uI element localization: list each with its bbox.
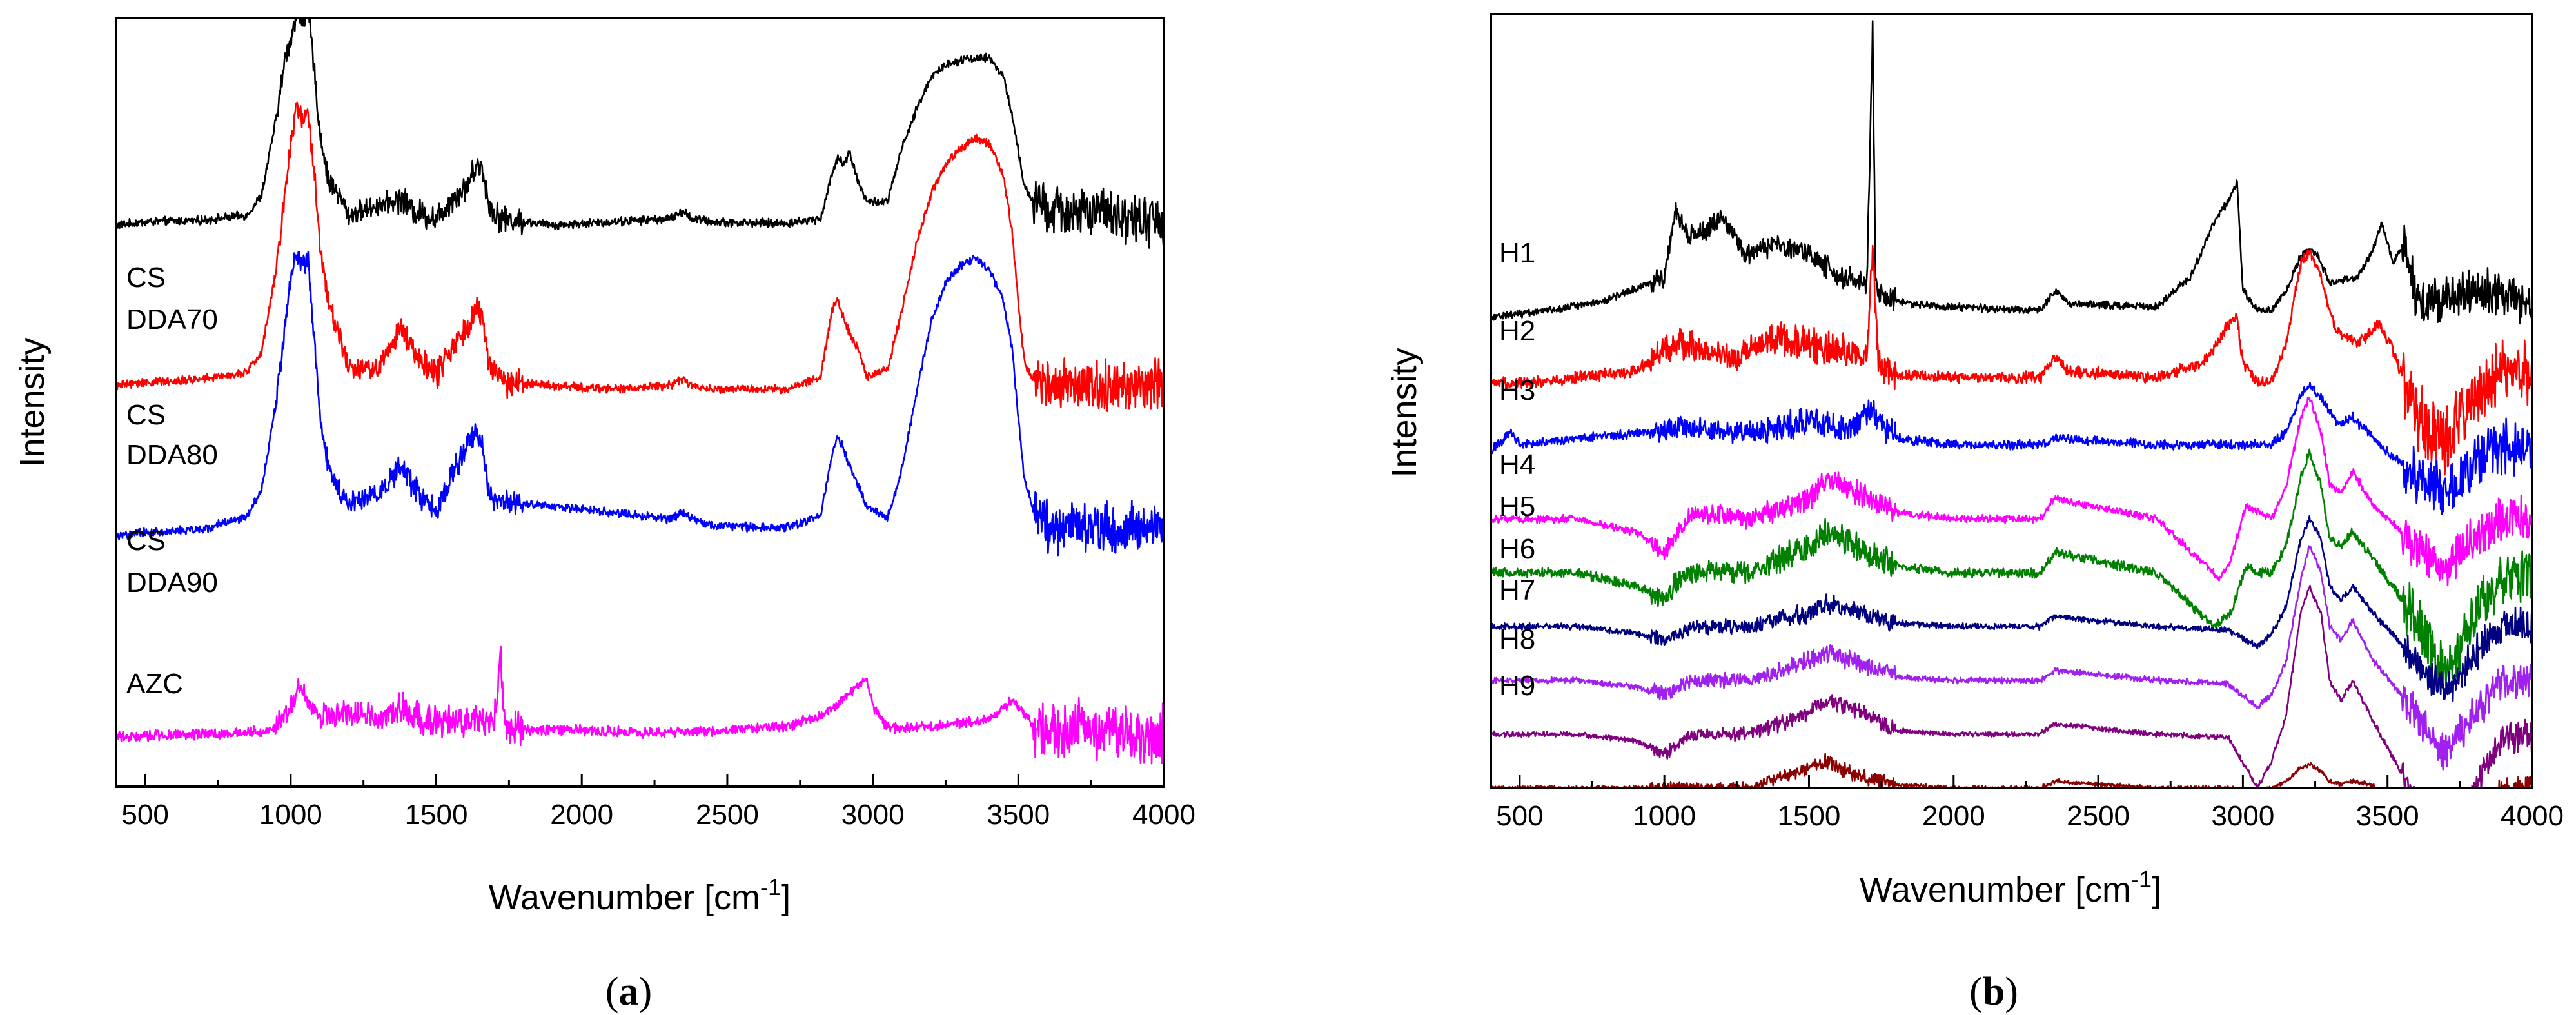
panel-a-series-label-cs-dda80-line2: DDA80: [126, 439, 218, 471]
panel-a-x-tick-label-2000: 2000: [550, 799, 613, 831]
panel-a-series-label-cs-dda70-line1: CS: [126, 262, 166, 293]
panel-b-x-tick-label-1500: 1500: [1778, 800, 1841, 832]
panel-a-series-label-cs-dda80-line1: CS: [126, 399, 166, 431]
panel-b-x-axis-title: Wavenumber [cm-1]: [1860, 866, 2161, 909]
panel-a-series-label-cs-dda90-line1: CS: [126, 525, 166, 557]
panel-a-series-layer: [116, 18, 1164, 765]
panel-b-series-label-h1: H1: [1499, 237, 1535, 269]
panel-a-x-tick-label-1500: 1500: [405, 799, 468, 831]
panel-b-series-line-h4: [1491, 396, 2532, 587]
panel-b-chart: 500 1000 1500 2000 2500 3000 3500 4000 H1 H2 H3 H4…: [1385, 13, 2564, 1014]
panel-a-series-label-azc: AZC: [126, 668, 183, 700]
panel-a-x-tick-label-2500: 2500: [696, 799, 759, 831]
panel-b-series-line-h2: [1491, 244, 2532, 476]
panel-a-x-axis-title-sup: -1: [760, 874, 781, 900]
panel-a-x-tick-label-500: 500: [121, 799, 168, 831]
panel-a-series-line-cs-dda90: [116, 250, 1164, 557]
panel-b-caption-letter: b: [1983, 970, 2005, 1014]
panel-a-series-label-cs-dda90-line2: DDA90: [126, 567, 218, 598]
panel-b-x-tick-label-500: 500: [1496, 800, 1543, 832]
panel-b-series-label-h4: H4: [1499, 449, 1535, 480]
panel-b-series-line-h6: [1491, 515, 2532, 702]
panel-a-x-axis-title: Wavenumber [cm-1]: [489, 874, 791, 917]
panel-a-x-ticks: 500 1000 1500 2000 2500 3000 3500 4000: [121, 774, 1195, 831]
panel-b-series-line-h3: [1491, 381, 2532, 515]
panel-b-series-line-h5: [1491, 448, 2532, 693]
panel-b-series-line-h1: [1491, 20, 2532, 325]
panel-b-x-tick-label-2000: 2000: [1922, 800, 1985, 832]
panel-a-series-line-cs-dda70: [116, 18, 1164, 249]
panel-a-x-tick-label-3000: 3000: [841, 799, 905, 831]
panel-b-plot-frame: [1490, 13, 2533, 789]
panel-b-y-axis-title: Intensity: [1385, 348, 1424, 477]
panel-b-series-label-h5: H5: [1499, 491, 1535, 522]
panel-b-x-axis-title-close: ]: [2152, 871, 2161, 909]
panel-a-caption: (a): [605, 970, 652, 1014]
panel-b-series-label-h6: H6: [1499, 533, 1535, 565]
panel-a-x-tick-label-3500: 3500: [987, 799, 1050, 831]
panel-b-x-tick-label-2500: 2500: [2067, 800, 2130, 832]
panel-a-plot-frame: [115, 17, 1165, 788]
panel-a-y-axis-title: Intensity: [13, 337, 52, 467]
panel-a-series-labels: CS DDA70 CS DDA80 CS DDA90 AZC: [126, 262, 218, 700]
panel-b-series-label-h3: H3: [1499, 375, 1535, 406]
panel-b-series-label-h2: H2: [1499, 315, 1535, 347]
panel-b-series-layer: [1491, 20, 2532, 788]
panel-b-x-tick-label-1000: 1000: [1633, 800, 1696, 832]
panel-b-x-tick-label-3500: 3500: [2356, 800, 2419, 832]
panel-b-series-label-h7: H7: [1499, 575, 1535, 606]
panel-b-caption: (b): [1969, 970, 2018, 1014]
panel-b-series-line-h7: [1491, 545, 2532, 771]
panel-a-caption-letter: a: [619, 970, 639, 1014]
panel-b-series-label-h9: H9: [1499, 670, 1535, 702]
panel-a-x-tick-label-4000: 4000: [1132, 799, 1195, 831]
panel-a-series-line-cs-dda80: [116, 101, 1164, 413]
panel-b-series-label-h8: H8: [1499, 624, 1535, 655]
panel-b-x-axis-title-main: Wavenumber [cm: [1860, 871, 2131, 909]
panel-b-series-line-h8: [1491, 584, 2532, 788]
panel-a-chart: 500 1000 1500 2000 2500 3000 3500 4000 CSDDA70C…: [13, 17, 1195, 1014]
panel-b-x-ticks: 500 1000 1500 2000 2500 3000 3500 4000: [1496, 775, 2564, 832]
panel-b-series-line-h9: [1491, 753, 2532, 788]
panel-a-x-axis-title-close: ]: [781, 878, 791, 917]
panel-a-x-axis-title-main: Wavenumber [cm: [489, 878, 760, 917]
panel-a-series-label-cs-dda70-line2: DDA70: [126, 304, 218, 335]
panel-b-x-tick-label-3000: 3000: [2211, 800, 2274, 832]
panel-b-series-labels: H1 H2 H3 H4 H5 H6 H7 H8 H9: [1499, 237, 1535, 702]
panel-a-series-line-azc: [116, 645, 1164, 765]
panel-b-x-tick-label-4000: 4000: [2501, 800, 2564, 832]
panel-b-x-axis-title-sup: -1: [2131, 866, 2152, 892]
panel-a-x-tick-label-1000: 1000: [259, 799, 322, 831]
